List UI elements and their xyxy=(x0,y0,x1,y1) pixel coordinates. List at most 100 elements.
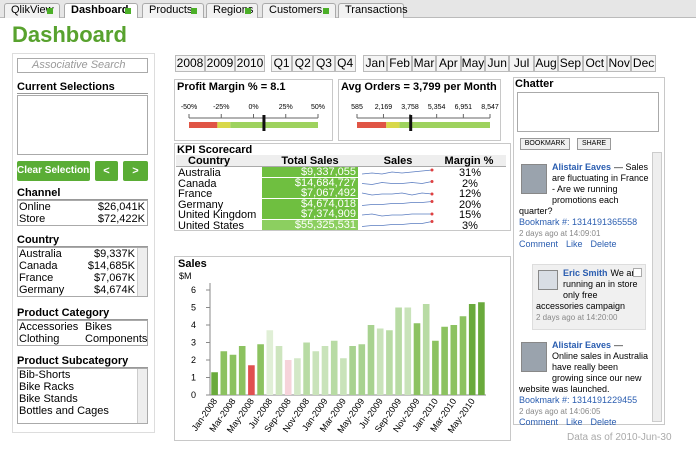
time-button[interactable]: Q3 xyxy=(313,55,335,72)
chatter-title: Chatter xyxy=(515,78,554,90)
time-button[interactable]: 2009 xyxy=(205,55,235,72)
chatter-button[interactable]: SHARE xyxy=(577,138,611,150)
chatter-time: 2 days ago at 14:09:01 xyxy=(519,229,601,238)
chatter-author[interactable]: Alistair Eaves xyxy=(552,340,612,350)
listbox-item[interactable]: Bike Racks xyxy=(19,381,75,393)
listbox-item[interactable]: Bottles and Cages xyxy=(19,405,109,417)
listbox-item[interactable]: Accessories xyxy=(19,321,79,333)
time-button[interactable]: 2008 xyxy=(175,55,205,72)
bar xyxy=(284,360,292,395)
bar xyxy=(330,340,338,395)
tab-label: QlikView xyxy=(11,4,54,16)
scrollbar xyxy=(137,248,147,296)
chatter-input[interactable] xyxy=(517,92,659,132)
bar xyxy=(294,358,301,395)
time-button[interactable]: Jul xyxy=(509,55,534,72)
time-button[interactable]: Mar xyxy=(411,55,437,72)
gauge-tick-label: 0% xyxy=(248,104,258,111)
tab[interactable]: Transactions xyxy=(338,3,408,18)
listbox-title: Product Subcategory xyxy=(17,355,148,368)
listbox-item[interactable]: Bib-Shorts xyxy=(19,369,71,381)
listbox-item[interactable]: Australia xyxy=(19,248,62,260)
time-button[interactable]: Feb xyxy=(387,55,412,72)
sparkline-line xyxy=(361,181,433,185)
kpi-sales-bg xyxy=(262,177,358,188)
tab[interactable]: Customers xyxy=(262,3,336,18)
listbox-title: Country xyxy=(17,234,148,247)
chatter-scrollbar xyxy=(652,152,662,422)
listbox-item[interactable]: France xyxy=(19,272,54,284)
tab[interactable]: Products xyxy=(142,3,204,18)
close-button[interactable] xyxy=(633,268,642,277)
back-button[interactable]: < xyxy=(95,161,118,181)
tab[interactable]: Regions xyxy=(206,3,258,18)
chatter-text: — Online sales in Australia have really … xyxy=(519,340,649,394)
chatter-actions: Comment Like Delete xyxy=(519,417,649,428)
sparkline xyxy=(361,168,434,175)
left-panel xyxy=(12,53,155,433)
time-button[interactable]: Q1 xyxy=(271,55,293,72)
kpi-cell: 31% xyxy=(458,167,482,179)
tab[interactable]: Dashboard xyxy=(64,3,138,18)
gauge-tick-label: -25% xyxy=(213,104,229,111)
kpi-cell: Canada xyxy=(178,177,217,190)
gauge-tick-label: 6,951 xyxy=(455,104,473,111)
listbox-item[interactable]: Store xyxy=(19,213,46,225)
chatter-action[interactable]: Comment xyxy=(519,239,559,249)
gauge-box xyxy=(338,79,501,141)
chatter-action[interactable]: Like xyxy=(566,239,583,249)
time-button[interactable]: 2010 xyxy=(235,55,265,72)
y-tick-label: 0 xyxy=(191,390,196,400)
bar xyxy=(422,304,430,395)
time-button[interactable]: Jan xyxy=(363,55,388,72)
chatter-bookmark[interactable]: Bookmark #: 1314191229455 xyxy=(519,395,638,405)
tab[interactable]: QlikView xyxy=(4,3,60,18)
time-button[interactable]: Q2 xyxy=(292,55,314,72)
current-selections-box xyxy=(17,95,148,155)
y-tick-label: 4 xyxy=(191,320,196,330)
gauge-band-red xyxy=(357,122,387,128)
chatter-action[interactable]: Delete xyxy=(590,417,617,427)
bar xyxy=(413,323,421,395)
listbox: Bib-Shorts Bike Racks Bike Stands Bottles a… xyxy=(17,368,148,424)
listbox-item[interactable]: Components xyxy=(85,333,148,345)
bar xyxy=(248,365,255,395)
listbox-item[interactable]: Germany xyxy=(19,284,65,296)
avatar xyxy=(521,164,547,194)
chatter-post: Alistair Eaves — Online sales in Australi… xyxy=(519,340,649,427)
sparkline-line xyxy=(361,192,433,196)
bar xyxy=(367,325,375,395)
listbox-item[interactable]: Clothing xyxy=(19,333,60,345)
search-box[interactable]: Associative Search xyxy=(17,58,148,73)
time-button[interactable]: Aug xyxy=(533,55,559,72)
sparkline xyxy=(361,220,434,227)
kpi-cell: France xyxy=(178,188,213,200)
listbox-value: $26,041K xyxy=(97,201,145,213)
time-button[interactable]: Apr xyxy=(436,55,461,72)
time-button[interactable]: Nov xyxy=(607,55,632,72)
time-button[interactable]: Dec xyxy=(631,55,656,72)
kpi-sparklines xyxy=(361,168,434,227)
time-button[interactable]: Oct xyxy=(582,55,607,72)
chatter-action[interactable]: Delete xyxy=(590,239,617,249)
time-button[interactable]: May xyxy=(460,55,485,72)
chatter-author[interactable]: Alistair Eaves xyxy=(552,162,612,172)
chatter-author[interactable]: Eric Smith xyxy=(563,268,608,278)
sparkline-end xyxy=(430,200,434,203)
time-button[interactable]: Q4 xyxy=(334,55,356,72)
kpi-sales-bg xyxy=(262,198,358,209)
listbox-item[interactable]: Canada xyxy=(19,260,58,272)
chatter-text: We are running an in store only free acc… xyxy=(536,268,640,311)
time-button[interactable]: Sep xyxy=(558,55,583,72)
chatter-button[interactable]: BOOKMARK xyxy=(520,138,570,150)
clear-selections-button[interactable]: Clear Selections xyxy=(17,161,95,181)
listbox-item[interactable]: Bike Stands xyxy=(19,393,78,405)
chatter-bookmark[interactable]: Bookmark #: 1314191365558 xyxy=(519,217,638,227)
scrollbar xyxy=(137,369,147,423)
forward-button[interactable]: > xyxy=(123,161,148,181)
chatter-action[interactable]: Comment xyxy=(519,417,559,427)
time-button[interactable]: Jun xyxy=(485,55,510,72)
listbox-item[interactable]: Online xyxy=(19,201,51,213)
listbox-item[interactable]: Bikes xyxy=(85,321,112,333)
chatter-action[interactable]: Like xyxy=(566,417,583,427)
